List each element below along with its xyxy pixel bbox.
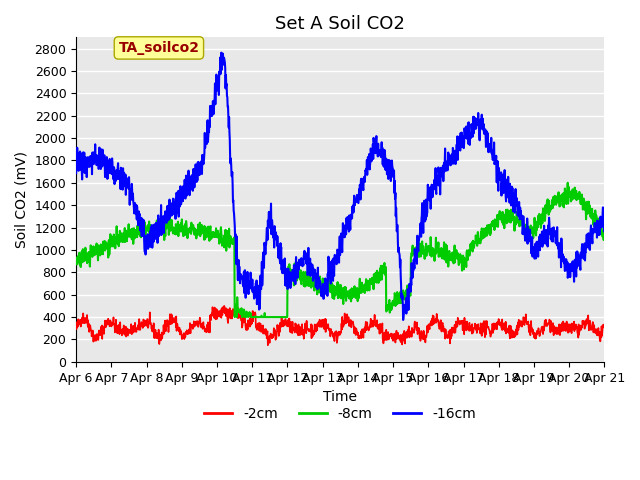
-16cm bbox=[399, 317, 407, 323]
-8cm bbox=[297, 267, 305, 273]
-2cm bbox=[220, 303, 228, 309]
-16cm bbox=[308, 268, 316, 274]
-2cm bbox=[264, 342, 272, 348]
-8cm bbox=[308, 280, 316, 286]
-2cm bbox=[297, 331, 305, 337]
-2cm bbox=[72, 325, 80, 331]
-8cm bbox=[564, 180, 572, 186]
-16cm bbox=[72, 170, 80, 176]
-8cm bbox=[113, 236, 121, 242]
-2cm bbox=[317, 319, 325, 324]
X-axis label: Time: Time bbox=[323, 390, 357, 404]
-2cm bbox=[113, 327, 121, 333]
-8cm bbox=[317, 286, 325, 292]
-16cm bbox=[297, 257, 305, 263]
-2cm bbox=[134, 322, 142, 327]
-2cm bbox=[374, 324, 381, 330]
-16cm bbox=[373, 145, 381, 151]
Title: Set A Soil CO2: Set A Soil CO2 bbox=[275, 15, 405, 33]
-8cm bbox=[600, 234, 608, 240]
-8cm bbox=[373, 268, 381, 274]
Line: -8cm: -8cm bbox=[76, 183, 604, 317]
-16cm bbox=[113, 172, 121, 178]
-8cm bbox=[231, 314, 239, 320]
-16cm bbox=[600, 221, 608, 227]
Legend: -2cm, -8cm, -16cm: -2cm, -8cm, -16cm bbox=[199, 401, 482, 426]
-2cm bbox=[600, 324, 608, 330]
-8cm bbox=[134, 223, 142, 229]
Line: -2cm: -2cm bbox=[76, 306, 604, 345]
-16cm bbox=[218, 50, 225, 56]
Y-axis label: Soil CO2 (mV): Soil CO2 (mV) bbox=[15, 151, 29, 248]
-16cm bbox=[317, 291, 325, 297]
-2cm bbox=[308, 323, 316, 328]
-16cm bbox=[134, 217, 142, 223]
Line: -16cm: -16cm bbox=[76, 53, 604, 320]
-8cm bbox=[72, 255, 80, 261]
Text: TA_soilco2: TA_soilco2 bbox=[118, 41, 200, 55]
